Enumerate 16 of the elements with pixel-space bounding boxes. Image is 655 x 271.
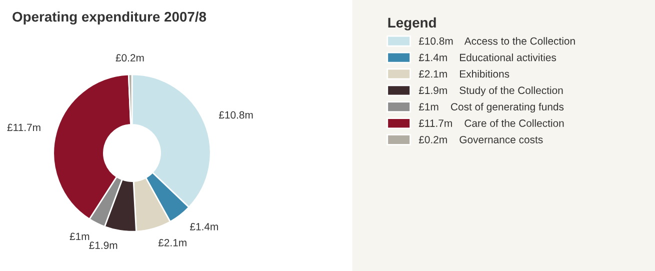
legend-label: £11.7m Care of the Collection xyxy=(418,119,564,127)
data-label: £1m xyxy=(70,232,90,240)
data-label: £2.1m xyxy=(158,239,186,246)
legend-label: £1m Cost of generating funds xyxy=(418,102,564,113)
legend-label: £1.4m Educational activities xyxy=(418,54,556,62)
legend-title: Legend xyxy=(388,17,436,30)
data-label: £1.4m xyxy=(190,222,218,230)
legend-label: £10.8m Access to the Collection xyxy=(418,37,575,45)
legend-label: £1.9m Study of the Collection xyxy=(418,86,563,96)
data-label: £10.8m xyxy=(218,111,253,119)
data-label: £0.2m xyxy=(116,54,144,62)
legend-label: £0.2m Governance costs xyxy=(418,136,543,144)
data-label: £1.9m xyxy=(89,242,118,250)
legend-label: £2.1m Exhibitions xyxy=(418,70,510,78)
data-label: £11.7m xyxy=(7,124,40,132)
chart-title: Operating expenditure 2007/8 xyxy=(12,11,206,25)
